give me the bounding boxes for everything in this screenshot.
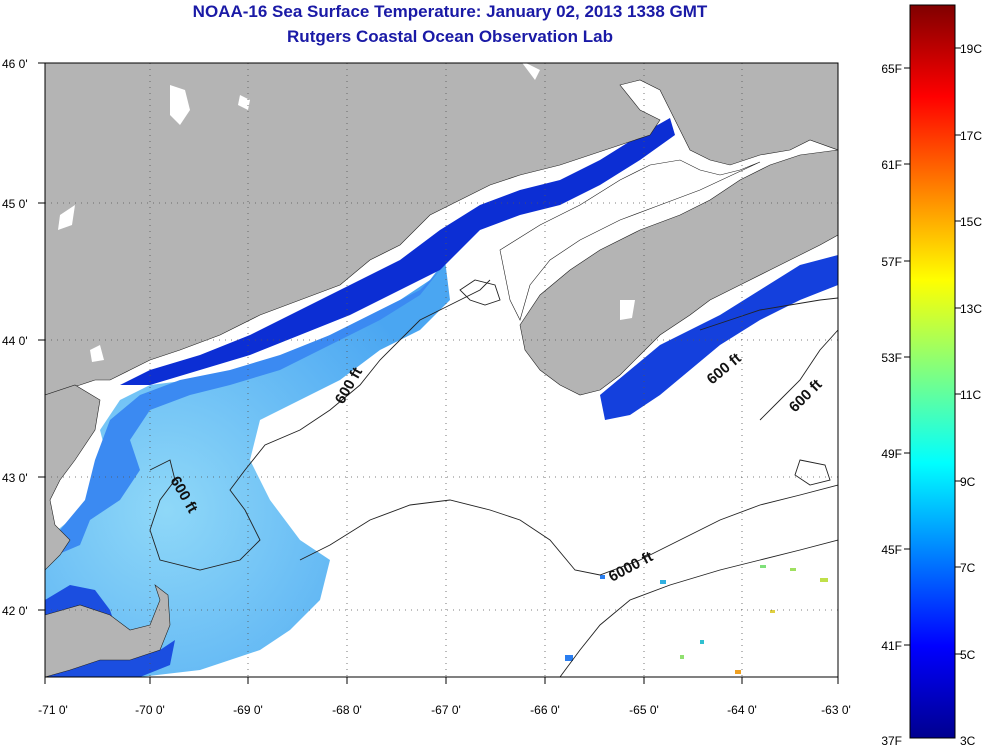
lat-tick-label: 42 0' (2, 604, 28, 618)
lon-tick-label: -65 0' (629, 703, 659, 717)
colorbar-f-label: 57F (881, 255, 902, 269)
sst-mid-band (45, 270, 440, 560)
map-subtitle: Rutgers Coastal Ocean Observation Lab (287, 27, 613, 46)
lon-tick-label: -70 0' (135, 703, 165, 717)
lon-tick-label: -63 0' (821, 703, 851, 717)
colorbar-f-label: 49F (881, 447, 902, 461)
colorbar-f-label: 65F (881, 62, 902, 76)
map-title: NOAA-16 Sea Surface Temperature: January… (192, 2, 708, 21)
colorbar: 65F 61F 57F 53F 49F 45F 41F 37F 19C 17C … (881, 4, 982, 748)
graticule (45, 63, 838, 677)
colorbar-ticks (904, 47, 961, 655)
colorbar-c-label: 7C (960, 561, 976, 575)
colorbar-c-label: 11C (960, 388, 981, 402)
lon-tick-label: -66 0' (530, 703, 560, 717)
map-plot-area: 600 ft 600 ft 600 ft 600 ft 6000 ft (45, 63, 838, 677)
map-border (44, 62, 839, 678)
colorbar-f-label: 45F (881, 543, 902, 557)
sst-nova-scotia-band (600, 255, 838, 420)
colorbar-c-label: 13C (960, 302, 982, 316)
colorbar-f-label: 61F (881, 158, 902, 172)
lon-tick-label: -69 0' (233, 703, 263, 717)
land-lakes (58, 63, 635, 362)
sst-warm-shelf (45, 260, 450, 677)
colorbar-c-label: 17C (960, 129, 982, 143)
colorbar-c-label: 15C (960, 215, 982, 229)
bay-of-fundy (499, 159, 761, 321)
lon-tick-label: -71 0' (38, 703, 68, 717)
bathymetry-contours (149, 279, 838, 677)
sst-scattered-pixels (565, 565, 828, 674)
lat-tick-label: 46 0' (2, 57, 28, 71)
colorbar-f-label: 53F (881, 351, 902, 365)
colorbar-f-label: 37F (881, 734, 902, 748)
lon-tick-label: -64 0' (727, 703, 757, 717)
land-nova-scotia (519, 149, 838, 396)
colorbar-c-label: 3C (960, 734, 976, 748)
colorbar-gradient (909, 4, 956, 739)
lat-tick-label: 43 0' (2, 471, 28, 485)
lon-tick-label: -68 0' (332, 703, 362, 717)
land-mainland (45, 63, 838, 396)
lon-tick-label: -67 0' (431, 703, 461, 717)
colorbar-f-label: 41F (881, 639, 902, 653)
lat-tick-label: 44 0' (2, 334, 28, 348)
colorbar-c-label: 9C (960, 475, 976, 489)
land-massachusetts (45, 384, 101, 571)
lat-tick-label: 45 0' (2, 197, 28, 211)
colorbar-c-label: 5C (960, 648, 976, 662)
colorbar-c-label: 19C (960, 42, 982, 56)
axis-ticks (38, 62, 839, 684)
land-cape-cod (45, 584, 171, 677)
